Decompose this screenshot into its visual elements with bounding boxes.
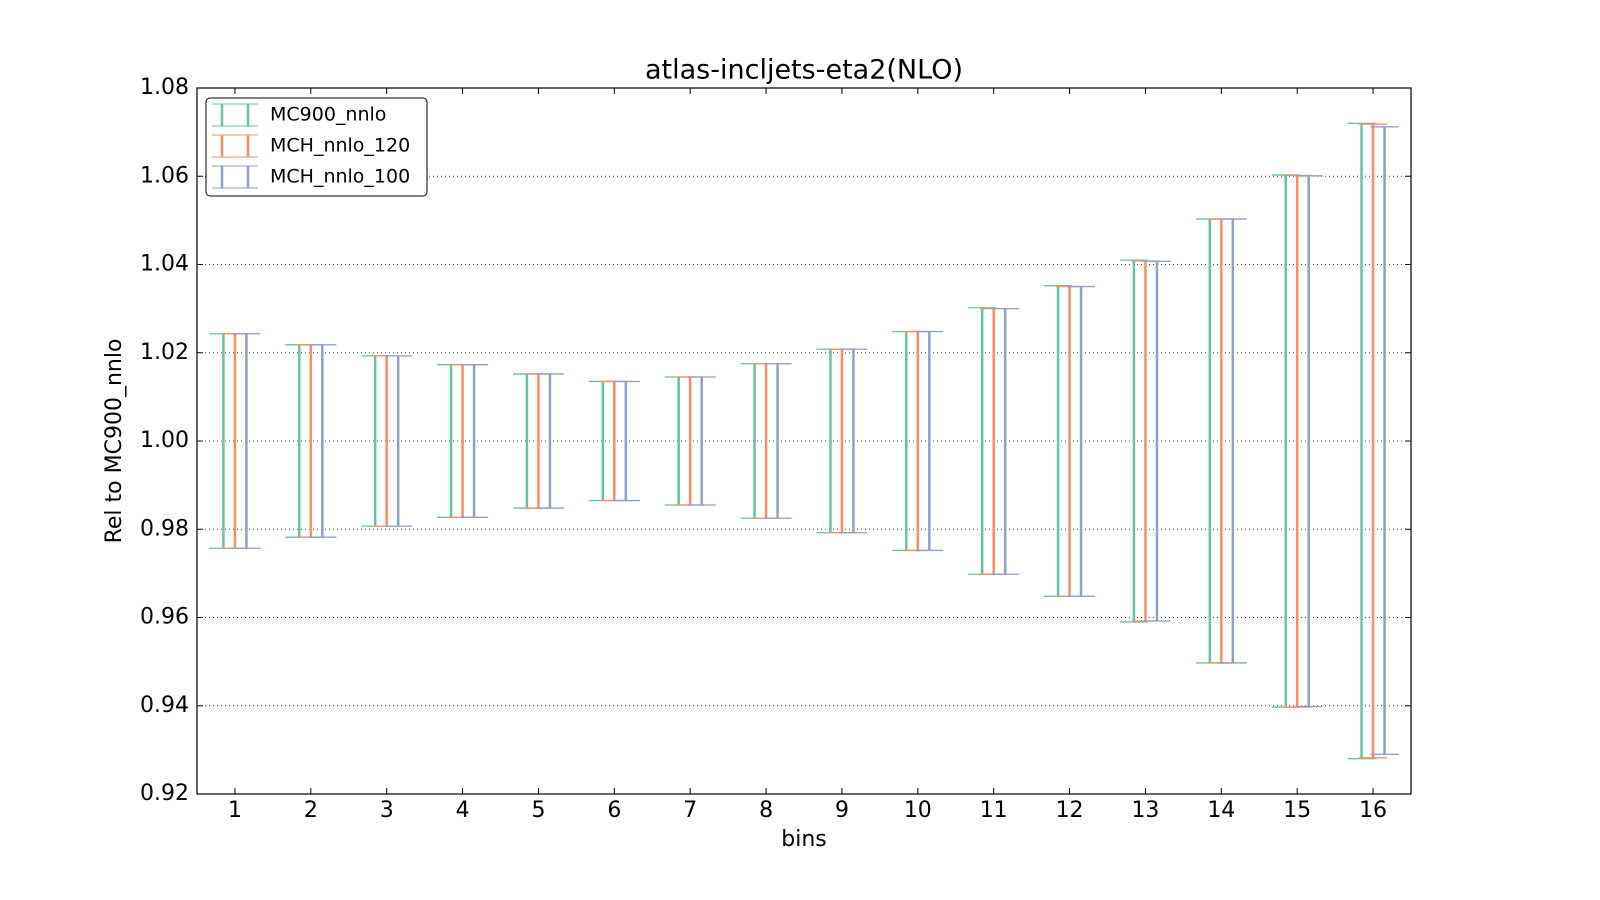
- plot-frame: [196, 87, 1412, 795]
- x-tick-label: 12: [1056, 798, 1084, 823]
- legend-label: MC900_nnlo: [270, 104, 386, 126]
- x-tick-label: 5: [531, 798, 545, 823]
- x-axis-label: bins: [781, 827, 826, 852]
- legend-box: [205, 97, 428, 197]
- x-tick-label: 11: [980, 798, 1008, 823]
- x-tick-label: 3: [380, 798, 394, 823]
- x-tick-label: 1: [228, 798, 242, 823]
- y-tick-label: 0.98: [140, 516, 189, 541]
- y-tick-label: 0.96: [140, 605, 189, 630]
- x-tick-label: 4: [456, 798, 470, 823]
- y-tick-label: 1.04: [140, 252, 189, 277]
- chart-title: atlas-incljets-eta2(NLO): [645, 55, 963, 86]
- y-tick-label: 1.08: [140, 75, 189, 100]
- x-tick-label: 2: [304, 798, 318, 823]
- x-tick-label: 14: [1207, 798, 1235, 823]
- x-tick-label: 16: [1359, 798, 1387, 823]
- x-tick-label: 8: [759, 798, 773, 823]
- legend: MC900_nnlo MCH_nnlo_120 MCH_nnlo_100: [205, 97, 428, 197]
- x-tick-label: 7: [683, 798, 697, 823]
- x-tick-label: 13: [1131, 798, 1159, 823]
- y-tick-label: 1.00: [140, 428, 189, 453]
- y-axis-label: Rel to MC900_nnlo: [102, 339, 127, 544]
- x-tick-label: 6: [607, 798, 621, 823]
- y-tick-label: 1.02: [140, 340, 189, 365]
- legend-label: MCH_nnlo_120: [270, 135, 410, 157]
- x-tick-label: 9: [835, 798, 849, 823]
- y-tick-label: 0.94: [140, 693, 189, 718]
- y-tick-label: 1.06: [140, 163, 189, 188]
- x-tick-label: 10: [904, 798, 932, 823]
- y-tick-label: 0.92: [140, 781, 189, 806]
- x-tick-label: 15: [1283, 798, 1311, 823]
- legend-label: MCH_nnlo_100: [270, 166, 410, 188]
